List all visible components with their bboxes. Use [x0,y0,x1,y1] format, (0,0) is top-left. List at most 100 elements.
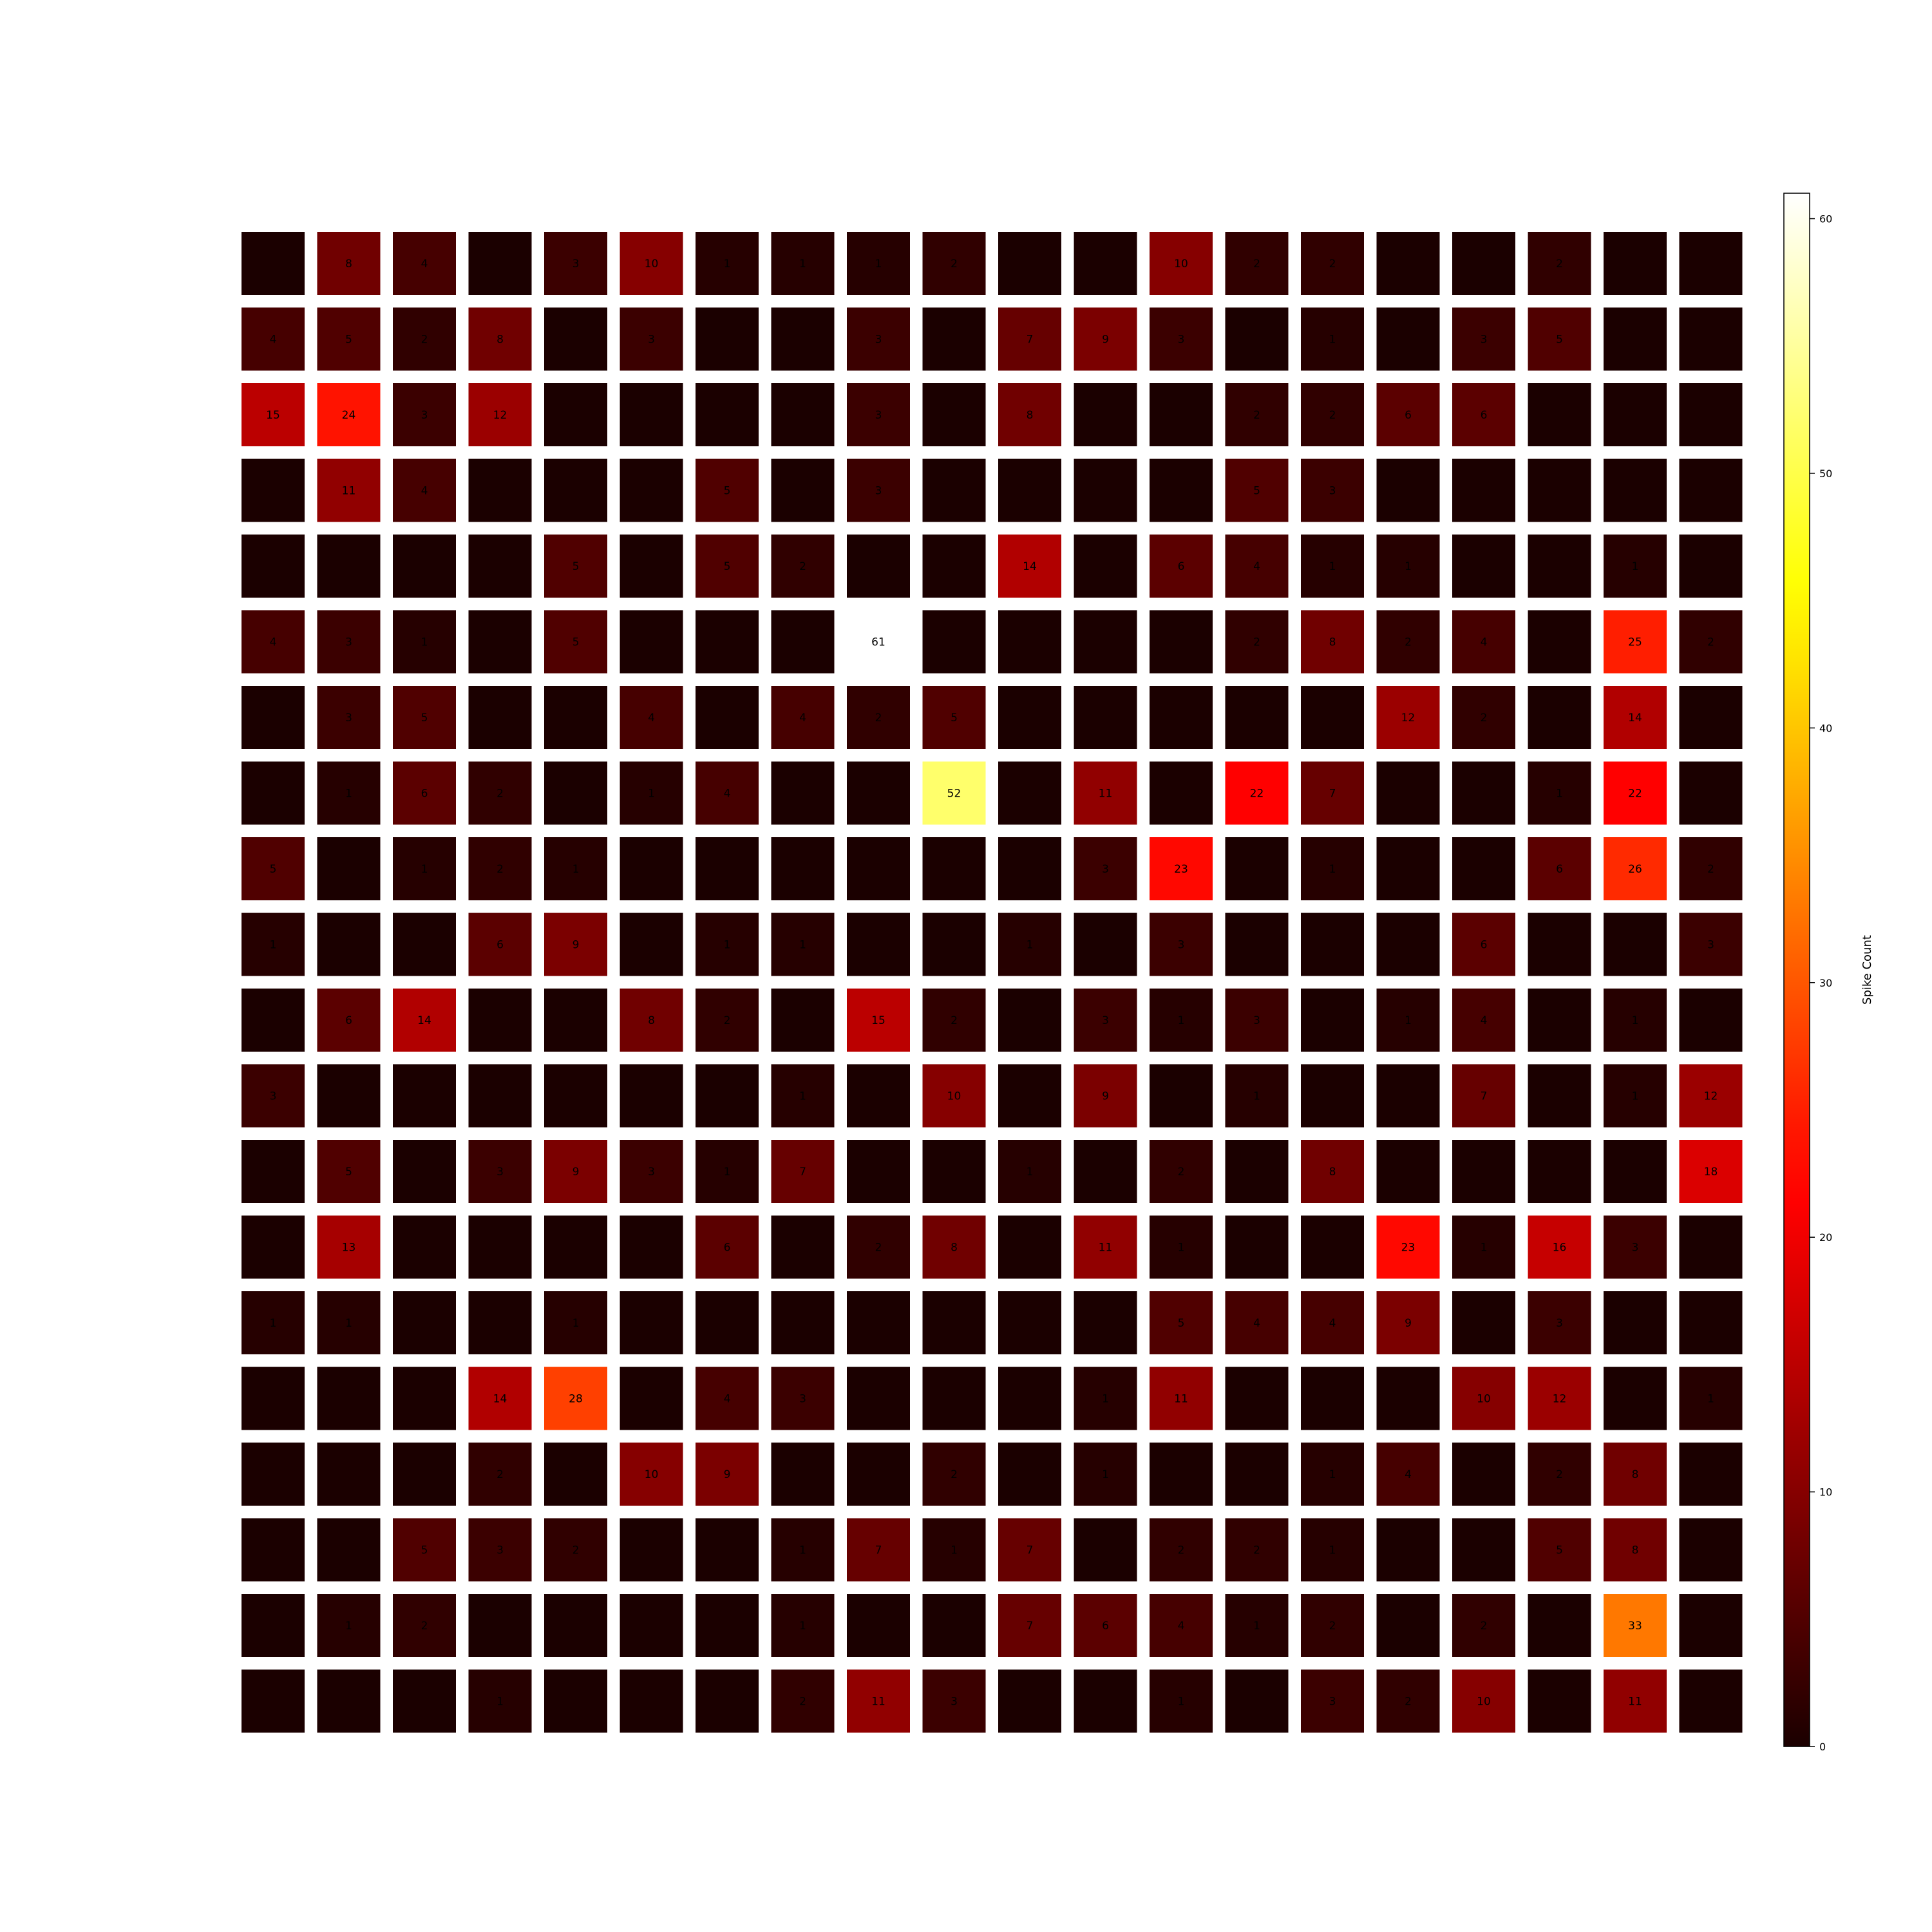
heatmap-cell [1528,232,1591,295]
cell-value-label: 7 [1027,1620,1034,1633]
heatmap-cell [1301,232,1364,295]
heatmap-cell [317,1064,381,1128]
heatmap-cell [1376,1594,1440,1657]
cell-value-label: 2 [799,560,806,573]
heatmap-cell [1074,1140,1137,1203]
heatmap-cell [1528,686,1591,749]
cell-value-label: 3 [421,409,428,422]
heatmap-cell [922,1367,986,1430]
heatmap-cell [1376,686,1440,749]
cell-value-label: 11 [342,485,356,498]
heatmap-cell [771,837,835,900]
cell-value-label: 8 [1027,409,1034,422]
heatmap-cell [998,686,1061,749]
heatmap-cell [393,1594,456,1657]
heatmap-cell [1452,1140,1515,1203]
colorbar-tick-label: 10 [1819,1486,1832,1499]
heatmap-cell [1301,1669,1364,1733]
heatmap-cell [771,1064,835,1128]
heatmap-cell [1225,1140,1289,1203]
cell-value-label: 10 [645,1468,659,1481]
cell-value-label: 5 [270,863,277,876]
heatmap-cell [771,1291,835,1354]
cell-value-label: 8 [1329,636,1336,649]
heatmap-cell [620,459,683,522]
heatmap-cell [1679,1443,1743,1506]
heatmap-cell [1604,1443,1667,1506]
cell-value-label: 3 [1329,485,1336,498]
heatmap-cell [922,1669,986,1733]
heatmap-cell [1376,459,1440,522]
heatmap-cell [620,761,683,825]
heatmap-cell [1679,610,1743,674]
cell-value-label: 2 [1329,1620,1336,1633]
heatmap-cell [1679,1594,1743,1657]
heatmap-cell [544,686,607,749]
heatmap-cell [998,1215,1061,1279]
cell-value-label: 10 [1477,1393,1491,1406]
cell-value-label: 7 [1481,1090,1488,1103]
heatmap-cell [317,1518,381,1582]
cell-value-label: 13 [342,1242,356,1255]
heatmap-cell [1301,1064,1364,1128]
heatmap-cell [1528,307,1591,371]
heatmap-cell [317,686,381,749]
cell-value-label: 33 [1628,1620,1642,1633]
heatmap-cell [1376,610,1440,674]
heatmap-cell [1679,1291,1743,1354]
heatmap-cell [317,1291,381,1354]
heatmap-cell [1301,1594,1364,1657]
cell-value-label: 24 [342,409,356,422]
heatmap-cell [468,989,532,1052]
cell-value-label: 28 [569,1393,583,1406]
cell-value-label: 1 [1405,1014,1412,1027]
heatmap-cell [468,1140,532,1203]
heatmap-cell [1225,307,1289,371]
heatmap-cell [468,1518,532,1582]
cell-value-label: 8 [1632,1544,1639,1557]
cell-value-label: 3 [648,1166,655,1179]
cell-value-label: 3 [1102,1014,1109,1027]
cell-value-label: 10 [1174,258,1188,270]
heatmap-cell [1376,1443,1440,1506]
cell-value-label: 1 [421,863,428,876]
heatmap-cell [1225,1064,1289,1128]
heatmap-cell [620,837,683,900]
cell-value-label: 2 [497,1468,504,1481]
cell-value-label: 15 [871,1014,886,1027]
heatmap-cell [1150,535,1213,598]
cell-value-label: 1 [951,1544,958,1557]
cell-value-label: 1 [270,939,277,952]
heatmap-cell [468,1215,532,1279]
cell-value-label: 6 [497,939,504,952]
heatmap-cell [620,535,683,598]
cell-value-label: 4 [421,485,428,498]
cell-value-label: 1 [497,1696,504,1709]
heatmap-cell [847,989,910,1052]
cell-value-label: 4 [1178,1620,1185,1633]
heatmap-cell [620,989,683,1052]
heatmap-cell [1225,535,1289,598]
heatmap-cell [1301,1367,1364,1430]
heatmap-cell [1301,913,1364,976]
heatmap-cell [242,232,305,295]
heatmap-cell [317,1669,381,1733]
cell-value-label: 6 [421,788,428,800]
heatmap-cell [847,913,910,976]
heatmap-cell [1074,1291,1137,1354]
heatmap-cell [544,989,607,1052]
cell-value-label: 1 [1102,1468,1109,1481]
heatmap-cell [1074,383,1137,446]
heatmap-cell [1452,459,1515,522]
heatmap-cell [620,307,683,371]
cell-value-label: 14 [1023,560,1037,573]
heatmap-cell [1150,837,1213,900]
heatmap-cell [847,1064,910,1128]
heatmap-cell [922,459,986,522]
cell-value-label: 14 [1628,712,1642,724]
cell-value-label: 3 [1481,334,1488,346]
heatmap-cell [998,1594,1061,1657]
cell-value-label: 61 [871,636,886,649]
cell-value-label: 1 [799,1620,806,1633]
heatmap-cell [1376,913,1440,976]
